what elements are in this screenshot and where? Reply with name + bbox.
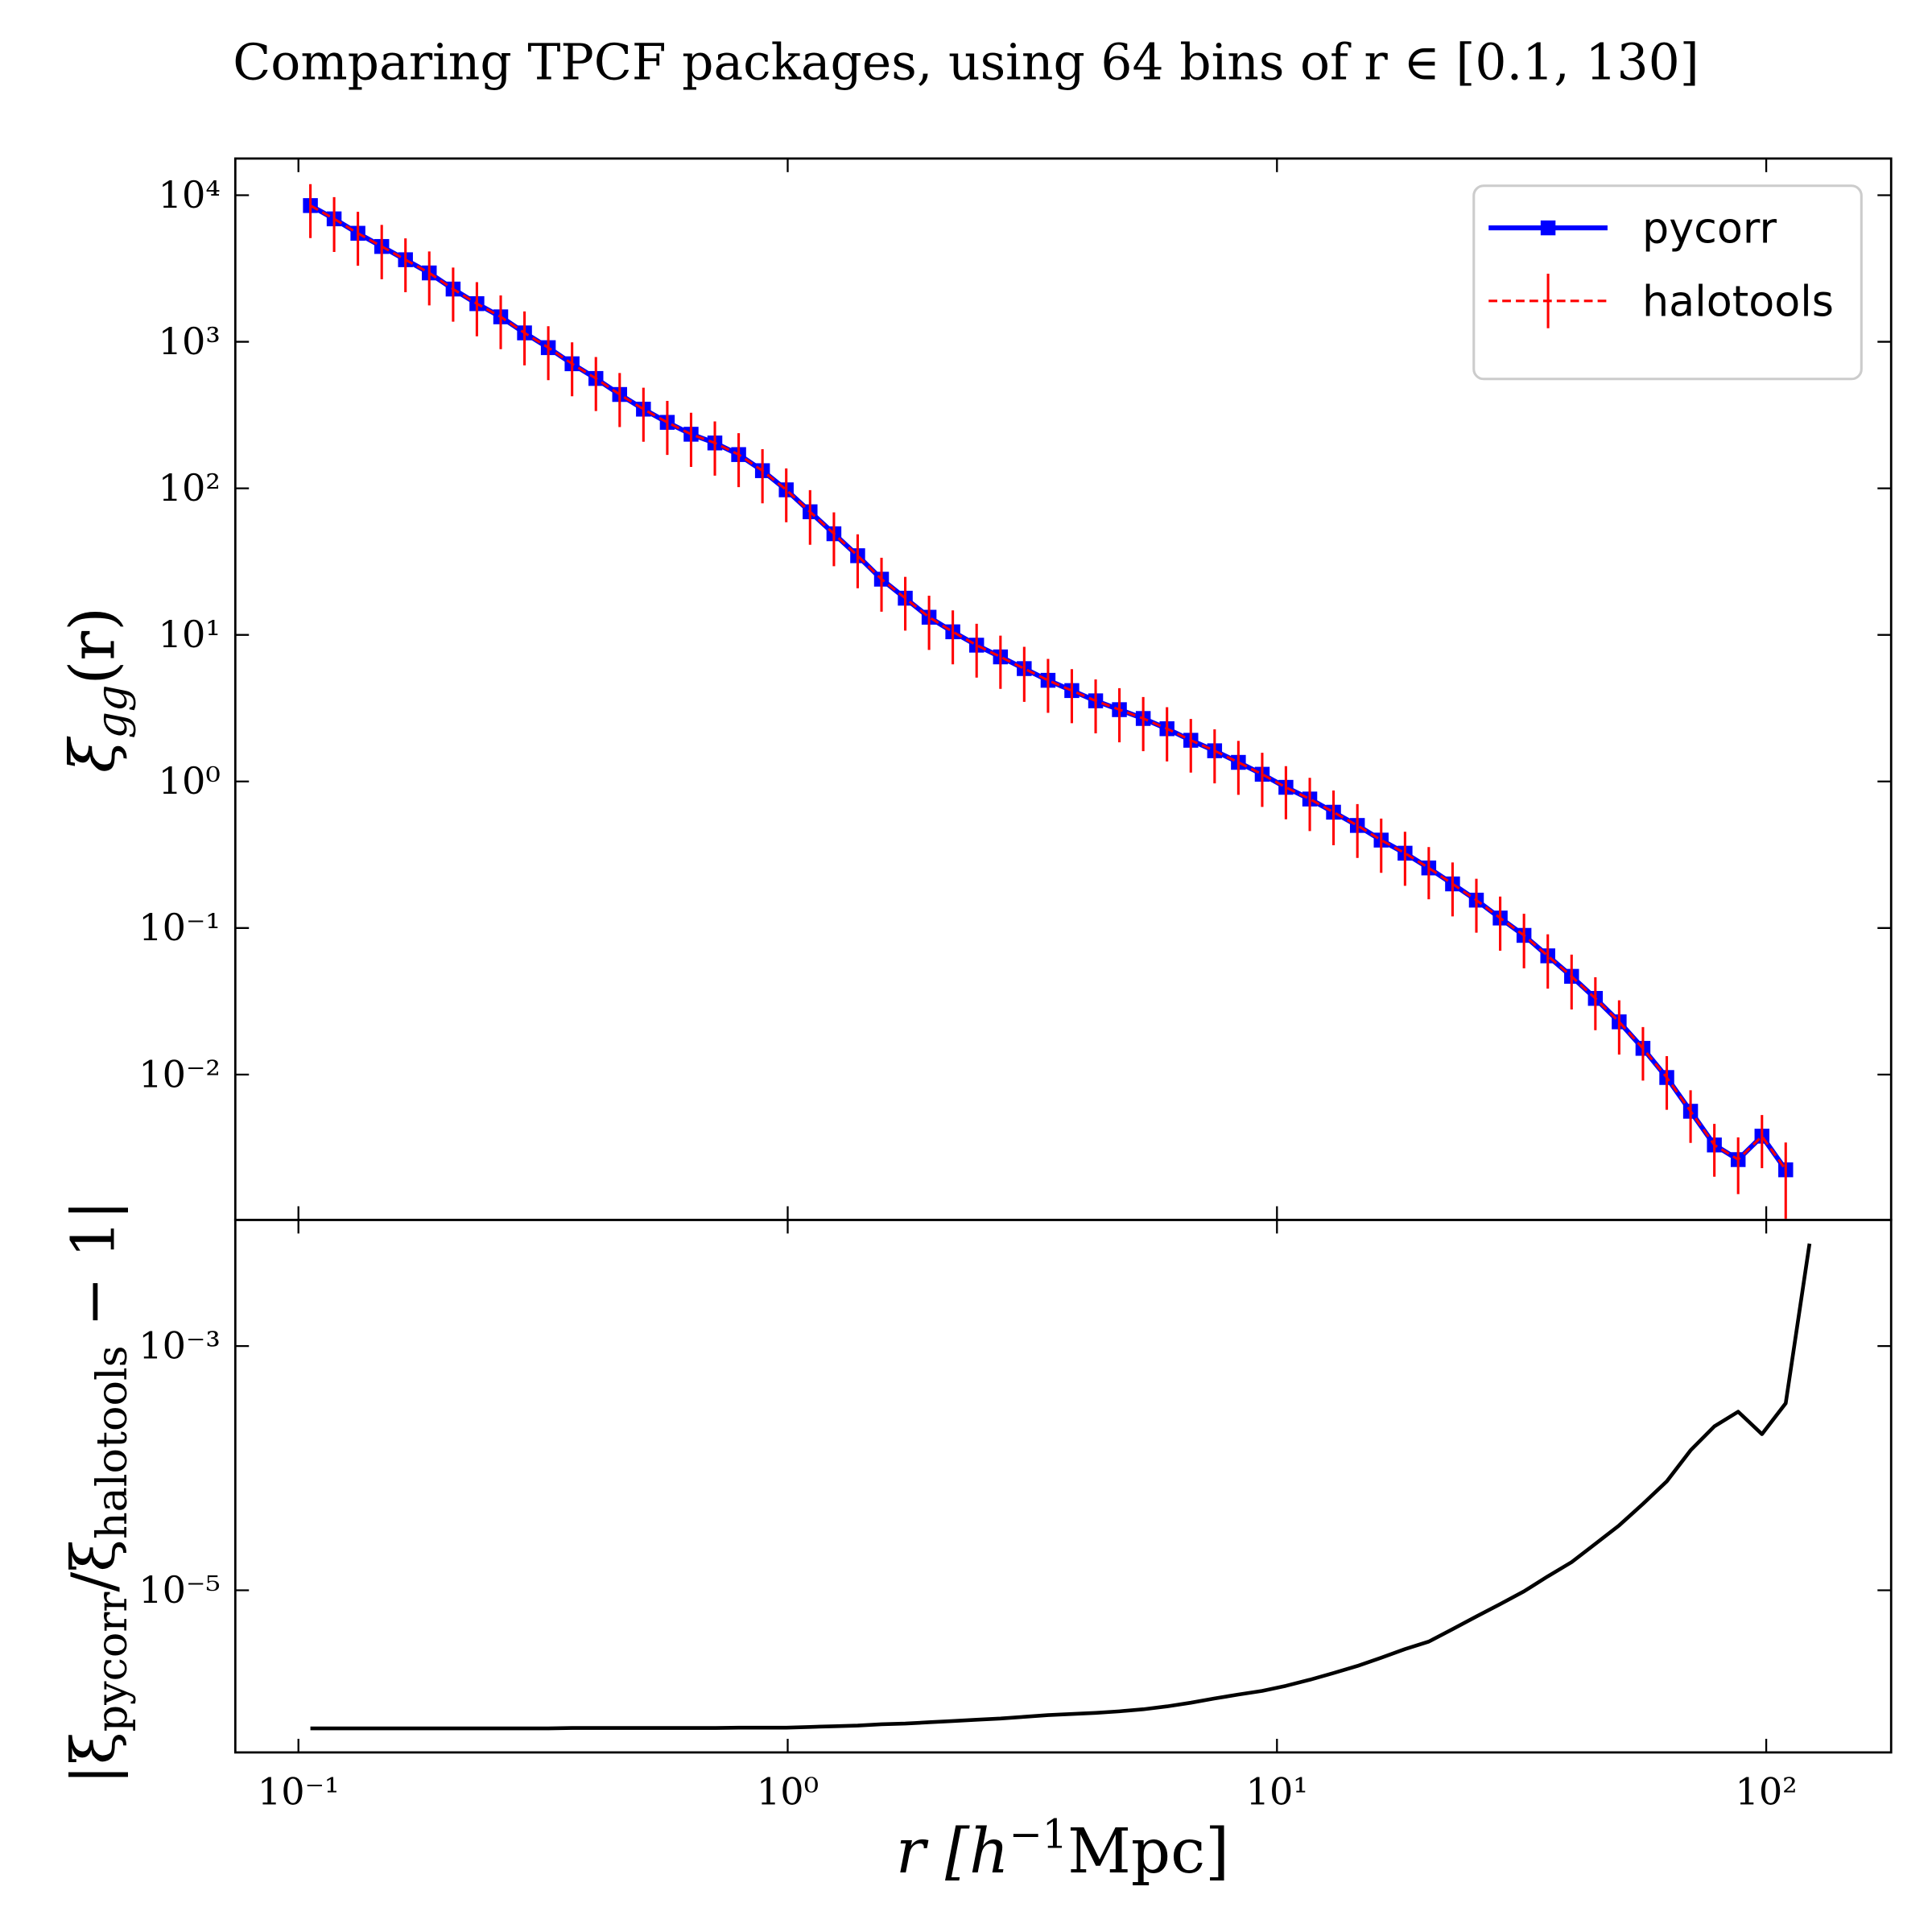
y-label-part: /ξ: [60, 1539, 129, 1592]
y-tick-label: 10²: [159, 466, 221, 510]
x-tick-label: 10⁰: [757, 1770, 819, 1814]
y-tick-label: 10⁴: [159, 173, 221, 217]
y-label-part: (r): [58, 607, 130, 685]
y-label-part: ξ: [58, 736, 130, 773]
y-tick-label: 10³: [159, 320, 221, 363]
y-tick-label: 10⁻²: [138, 1052, 221, 1096]
series-line: [310, 1243, 1812, 1731]
y-label-part: halotools: [88, 1345, 137, 1539]
x-tick-label: 10²: [1735, 1770, 1797, 1814]
y-axis-label: ξgg(r): [58, 607, 137, 773]
y-label-part: gg: [88, 685, 137, 739]
plot-area: [310, 1243, 1812, 1731]
y-label-part: pycorr: [88, 1592, 137, 1732]
y-label-part: |ξ: [60, 1732, 129, 1785]
y-tick-label: 10⁻⁵: [138, 1568, 221, 1612]
x-axis-label: r [h−1Mpc]: [896, 1810, 1229, 1888]
axes-frame: [233, 1219, 1893, 1754]
x-label-part: −1: [1009, 1810, 1068, 1857]
x-tick-label: 10¹: [1246, 1770, 1308, 1814]
y-label-part: − 1|: [60, 1200, 129, 1346]
y-tick-label: 10⁻³: [138, 1324, 221, 1368]
y-tick-label: 10¹: [159, 613, 221, 656]
legend-label: pycorr: [1642, 204, 1777, 254]
chart-title: Comparing TPCF packages, using 64 bins o…: [233, 33, 1699, 91]
y-tick-label: 10⁻¹: [138, 906, 221, 949]
legend-marker: [1540, 220, 1556, 236]
legend-box: [1472, 184, 1863, 381]
x-label-part: r [h: [896, 1816, 1009, 1888]
y-axis-label: |ξpycorr/ξhalotools − 1|: [60, 1200, 137, 1785]
plot-area: [303, 184, 1794, 1219]
series-line: [309, 204, 1787, 1171]
y-tick-label: 10⁰: [159, 759, 221, 803]
x-label-part: Mpc]: [1067, 1816, 1229, 1888]
legend-label: halotools: [1642, 277, 1834, 326]
x-tick-label: 10⁻¹: [258, 1770, 340, 1814]
